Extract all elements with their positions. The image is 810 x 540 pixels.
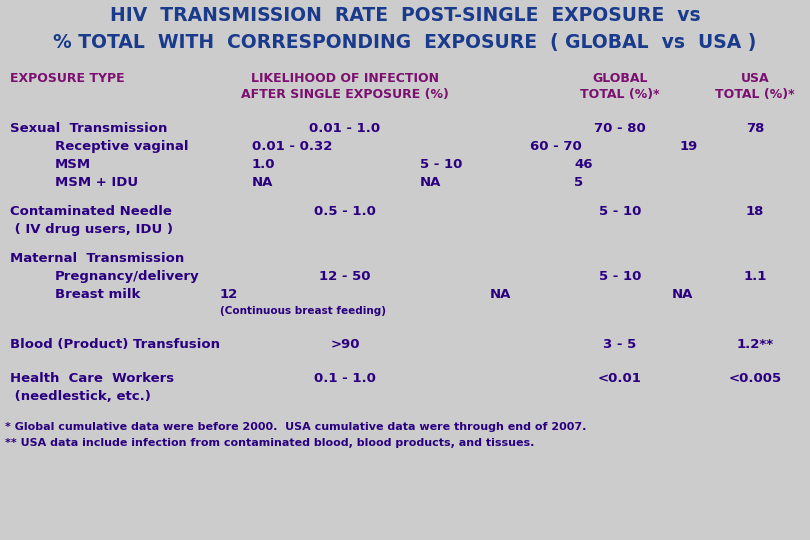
Text: 0.1 - 1.0: 0.1 - 1.0	[314, 372, 376, 385]
Text: AFTER SINGLE EXPOSURE (%): AFTER SINGLE EXPOSURE (%)	[241, 88, 449, 101]
Text: 1.1: 1.1	[744, 270, 767, 283]
Text: 5 - 10: 5 - 10	[420, 158, 463, 171]
Text: Breast milk: Breast milk	[55, 288, 140, 301]
Text: 5 - 10: 5 - 10	[599, 270, 642, 283]
Text: Sexual  Transmission: Sexual Transmission	[10, 122, 168, 135]
Text: 60 - 70: 60 - 70	[530, 140, 582, 153]
Text: 12: 12	[220, 288, 238, 301]
Text: ( IV drug users, IDU ): ( IV drug users, IDU )	[10, 223, 173, 236]
Text: 0.01 - 1.0: 0.01 - 1.0	[309, 122, 381, 135]
Text: 18: 18	[746, 205, 764, 218]
Text: Health  Care  Workers: Health Care Workers	[10, 372, 174, 385]
Text: 5 - 10: 5 - 10	[599, 205, 642, 218]
Text: (Continuous breast feeding): (Continuous breast feeding)	[220, 306, 386, 316]
Text: 70 - 80: 70 - 80	[594, 122, 646, 135]
Text: 1.0: 1.0	[252, 158, 275, 171]
Text: Maternal  Transmission: Maternal Transmission	[10, 252, 184, 265]
Text: Contaminated Needle: Contaminated Needle	[10, 205, 172, 218]
Text: 19: 19	[680, 140, 698, 153]
Text: NA: NA	[490, 288, 511, 301]
Text: TOTAL (%)*: TOTAL (%)*	[715, 88, 795, 101]
Text: % TOTAL  WITH  CORRESPONDING  EXPOSURE  ( GLOBAL  vs  USA ): % TOTAL WITH CORRESPONDING EXPOSURE ( GL…	[53, 33, 757, 52]
Text: USA: USA	[740, 72, 770, 85]
Text: Receptive vaginal: Receptive vaginal	[55, 140, 189, 153]
Text: 0.5 - 1.0: 0.5 - 1.0	[314, 205, 376, 218]
Text: EXPOSURE TYPE: EXPOSURE TYPE	[10, 72, 125, 85]
Text: * Global cumulative data were before 2000.  USA cumulative data were through end: * Global cumulative data were before 200…	[5, 422, 586, 432]
Text: GLOBAL: GLOBAL	[592, 72, 648, 85]
Text: 0.01 - 0.32: 0.01 - 0.32	[252, 140, 332, 153]
Text: <0.01: <0.01	[598, 372, 642, 385]
Text: 46: 46	[574, 158, 592, 171]
Text: 5: 5	[574, 176, 583, 189]
Text: <0.005: <0.005	[728, 372, 782, 385]
Text: 12 - 50: 12 - 50	[319, 270, 371, 283]
Text: 3 - 5: 3 - 5	[603, 338, 637, 351]
Text: NA: NA	[420, 176, 441, 189]
Text: MSM + IDU: MSM + IDU	[55, 176, 139, 189]
Text: HIV  TRANSMISSION  RATE  POST-SINGLE  EXPOSURE  vs: HIV TRANSMISSION RATE POST-SINGLE EXPOSU…	[109, 6, 701, 25]
Text: LIKELIHOOD OF INFECTION: LIKELIHOOD OF INFECTION	[251, 72, 439, 85]
Text: >90: >90	[330, 338, 360, 351]
Text: TOTAL (%)*: TOTAL (%)*	[580, 88, 660, 101]
Text: NA: NA	[672, 288, 693, 301]
Text: Pregnancy/delivery: Pregnancy/delivery	[55, 270, 199, 283]
Text: 1.2**: 1.2**	[736, 338, 774, 351]
Text: (needlestick, etc.): (needlestick, etc.)	[10, 390, 151, 403]
Text: NA: NA	[252, 176, 273, 189]
Text: Blood (Product) Transfusion: Blood (Product) Transfusion	[10, 338, 220, 351]
Text: ** USA data include infection from contaminated blood, blood products, and tissu: ** USA data include infection from conta…	[5, 438, 535, 448]
Text: 78: 78	[746, 122, 764, 135]
Text: MSM: MSM	[55, 158, 91, 171]
